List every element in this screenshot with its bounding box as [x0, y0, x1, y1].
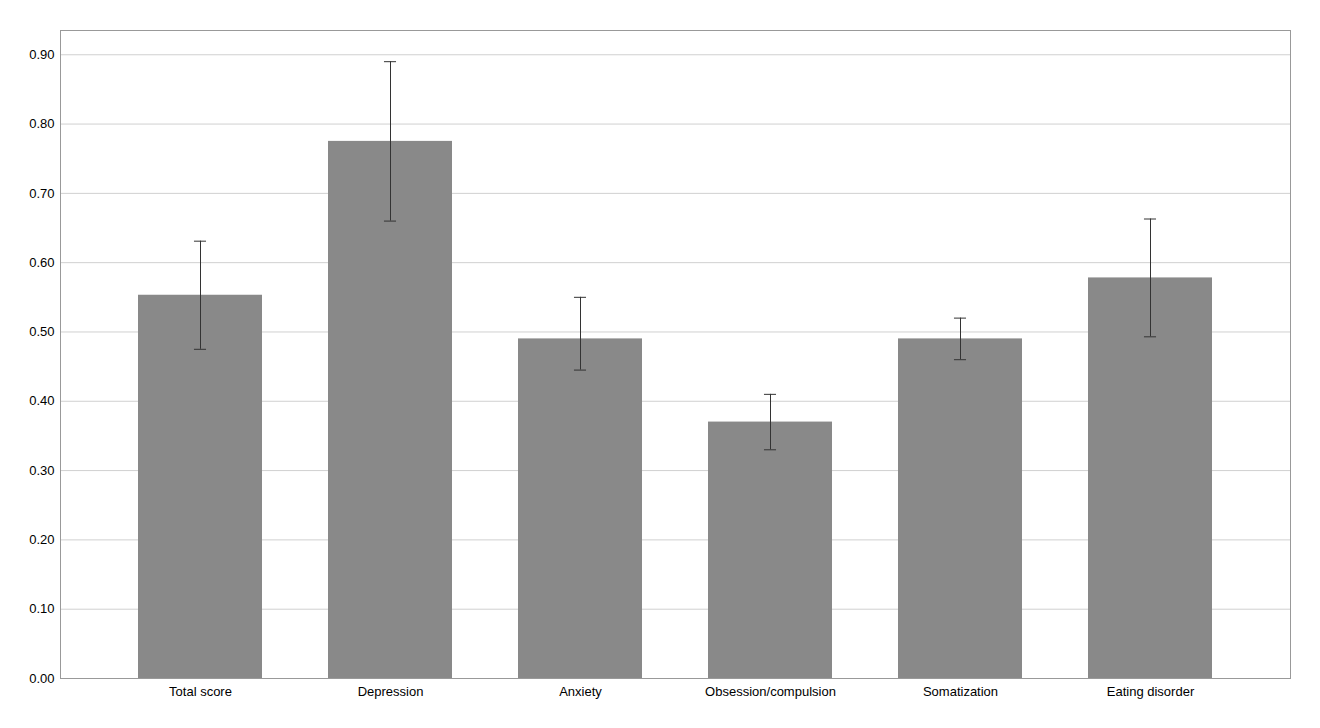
svg-text:0.40: 0.40 [29, 393, 54, 408]
svg-text:Depression: Depression [358, 684, 424, 699]
svg-text:0.20: 0.20 [29, 532, 54, 547]
svg-text:0.90: 0.90 [29, 47, 54, 62]
svg-text:0.10: 0.10 [29, 601, 54, 616]
svg-text:0.70: 0.70 [29, 186, 54, 201]
svg-text:0.00: 0.00 [29, 671, 54, 686]
svg-text:0.30: 0.30 [29, 463, 54, 478]
svg-text:Obsession/compulsion: Obsession/compulsion [705, 684, 836, 699]
svg-text:Anxiety: Anxiety [559, 684, 602, 699]
svg-text:0.60: 0.60 [29, 255, 54, 270]
svg-text:0.80: 0.80 [29, 116, 54, 131]
svg-text:Eating disorder: Eating disorder [1107, 684, 1195, 699]
svg-text:Somatization: Somatization [923, 684, 998, 699]
svg-text:0.50: 0.50 [29, 324, 54, 339]
svg-text:Total score: Total score [169, 684, 232, 699]
